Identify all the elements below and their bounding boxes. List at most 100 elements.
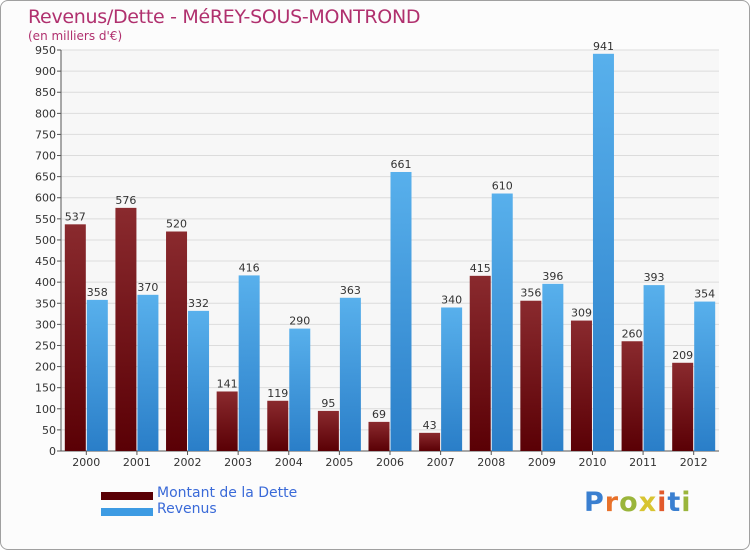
bar-revenue xyxy=(188,310,210,451)
data-label-revenue: 393 xyxy=(644,271,665,284)
logo-letter: x xyxy=(638,487,658,518)
data-label-revenue: 941 xyxy=(593,40,614,53)
y-tick-label: 750 xyxy=(35,128,56,141)
bar-revenue xyxy=(86,299,108,451)
data-label-revenue: 363 xyxy=(340,284,361,297)
bar-debt xyxy=(317,410,339,451)
proxiti-logo: Proxiti xyxy=(584,487,692,518)
y-tick-label: 100 xyxy=(35,403,56,416)
bar-revenue xyxy=(238,275,260,451)
data-label-revenue: 416 xyxy=(239,261,260,274)
bar-debt xyxy=(469,275,491,451)
y-tick-label: 550 xyxy=(35,213,56,226)
data-label-debt: 415 xyxy=(470,262,491,275)
y-tick-label: 700 xyxy=(35,150,56,163)
bar-revenue xyxy=(643,285,665,451)
bar-debt xyxy=(64,224,86,451)
bar-debt xyxy=(570,320,592,451)
data-label-revenue: 661 xyxy=(391,158,412,171)
legend-swatch-revenue xyxy=(101,508,153,516)
bar-revenue xyxy=(694,301,716,451)
logo-letter: i xyxy=(681,487,692,518)
legend-swatch-debt xyxy=(101,492,153,500)
x-tick-label: 2010 xyxy=(578,456,606,469)
y-tick-label: 600 xyxy=(35,192,56,205)
data-label-revenue: 332 xyxy=(188,297,209,310)
bar-revenue xyxy=(441,307,463,451)
x-tick-label: 2012 xyxy=(680,456,708,469)
y-tick-label: 200 xyxy=(35,361,56,374)
data-label-debt: 43 xyxy=(423,419,437,432)
y-tick-label: 350 xyxy=(35,297,56,310)
data-label-debt: 309 xyxy=(571,307,592,320)
data-label-debt: 576 xyxy=(115,194,136,207)
bar-debt xyxy=(621,341,643,451)
legend-label-debt: Montant de la Dette xyxy=(157,485,298,501)
data-label-revenue: 396 xyxy=(542,270,563,283)
y-tick-label: 900 xyxy=(35,65,56,78)
data-label-debt: 520 xyxy=(166,218,187,231)
bar-debt xyxy=(520,300,542,451)
y-tick-label: 250 xyxy=(35,339,56,352)
x-tick-label: 2001 xyxy=(123,456,151,469)
data-label-debt: 209 xyxy=(672,349,693,362)
x-tick-label: 2009 xyxy=(528,456,556,469)
y-tick-label: 650 xyxy=(35,171,56,184)
logo-letter: o xyxy=(619,487,639,518)
bar-debt xyxy=(166,231,188,451)
x-tick-label: 2003 xyxy=(224,456,252,469)
logo-letter: P xyxy=(584,487,605,518)
bar-revenue xyxy=(137,294,159,451)
x-tick-label: 2005 xyxy=(325,456,353,469)
y-tick-label: 850 xyxy=(35,86,56,99)
bar-debt xyxy=(216,391,238,451)
data-label-revenue: 354 xyxy=(694,288,715,301)
legend-label-revenue: Revenus xyxy=(157,501,217,517)
bar-revenue xyxy=(592,53,614,451)
chart-title: Revenus/Dette - MéREY-SOUS-MONTROND xyxy=(28,6,421,28)
bar-debt xyxy=(672,362,694,451)
bar-revenue xyxy=(542,283,564,451)
y-tick-label: 50 xyxy=(42,424,56,437)
y-tick-label: 450 xyxy=(35,255,56,268)
data-label-revenue: 370 xyxy=(137,281,158,294)
bar-revenue xyxy=(491,193,513,451)
bar-revenue xyxy=(339,297,361,451)
data-label-debt: 69 xyxy=(372,408,386,421)
y-tick-label: 950 xyxy=(35,44,56,57)
chart-subtitle: (en milliers d'€) xyxy=(28,29,123,43)
bar-debt xyxy=(267,400,289,451)
data-label-revenue: 610 xyxy=(492,180,513,193)
data-label-revenue: 358 xyxy=(87,286,108,299)
bar-debt xyxy=(368,421,390,451)
data-label-debt: 141 xyxy=(217,377,238,390)
y-tick-label: 500 xyxy=(35,234,56,247)
logo-letter: t xyxy=(667,487,682,518)
bar-revenue xyxy=(289,328,311,451)
x-tick-label: 2002 xyxy=(174,456,202,469)
data-label-revenue: 290 xyxy=(289,315,310,328)
x-tick-label: 2000 xyxy=(72,456,100,469)
y-tick-label: 800 xyxy=(35,107,56,120)
data-label-debt: 537 xyxy=(65,210,86,223)
bar-debt xyxy=(419,432,441,451)
data-label-debt: 119 xyxy=(267,387,288,400)
x-tick-label: 2006 xyxy=(376,456,404,469)
y-tick-label: 400 xyxy=(35,276,56,289)
x-tick-label: 2008 xyxy=(477,456,505,469)
x-tick-label: 2004 xyxy=(275,456,303,469)
y-tick-label: 150 xyxy=(35,382,56,395)
data-label-revenue: 340 xyxy=(441,293,462,306)
bar-debt xyxy=(115,207,137,451)
bar-revenue xyxy=(390,171,412,452)
plot-area xyxy=(61,50,719,451)
y-tick-label: 300 xyxy=(35,318,56,331)
x-tick-label: 2011 xyxy=(629,456,657,469)
data-label-debt: 95 xyxy=(321,397,335,410)
data-label-debt: 260 xyxy=(622,327,643,340)
data-label-debt: 356 xyxy=(520,287,541,300)
x-tick-label: 2007 xyxy=(427,456,455,469)
logo-letter: i xyxy=(657,487,668,518)
